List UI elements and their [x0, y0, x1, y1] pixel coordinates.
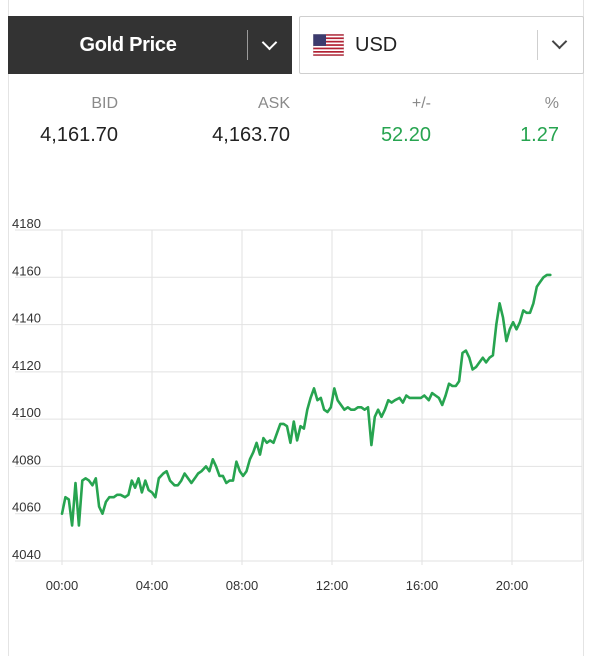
- y-tick-label: 4060: [12, 500, 41, 515]
- ask-value: 4,163.70: [212, 124, 290, 146]
- y-tick-label: 4100: [12, 405, 41, 420]
- percent-label: %: [544, 95, 559, 112]
- y-tick-label: 4140: [12, 311, 41, 326]
- y-tick-label: 4080: [12, 452, 41, 467]
- metal-select-label: Gold Price: [79, 34, 177, 56]
- x-tick-label: 12:00: [316, 578, 349, 593]
- x-tick-label: 16:00: [406, 578, 439, 593]
- bid-value: 4,161.70: [40, 124, 118, 146]
- y-tick-label: 4040: [12, 547, 41, 562]
- ask-label: ASK: [257, 95, 290, 112]
- metal-select[interactable]: Gold Price: [8, 16, 292, 74]
- x-tick-label: 08:00: [226, 578, 259, 593]
- x-tick-label: 04:00: [136, 578, 169, 593]
- y-tick-label: 4180: [12, 216, 41, 231]
- currency-select-label: USD: [355, 34, 398, 56]
- widget-frame: [8, 0, 584, 656]
- bid-label: BID: [91, 95, 118, 112]
- percent-value: 1.27: [520, 124, 559, 146]
- change-label: +/-: [411, 95, 431, 112]
- x-tick-label: 00:00: [46, 578, 79, 593]
- currency-select[interactable]: USD: [299, 16, 584, 74]
- change-value: 52.20: [380, 124, 431, 146]
- y-tick-label: 4160: [12, 263, 41, 278]
- price-line: [60, 273, 552, 527]
- currency-select-divider: [537, 30, 538, 60]
- metal-select-divider: [247, 30, 248, 60]
- x-tick-label: 20:00: [496, 578, 529, 593]
- y-tick-label: 4120: [12, 358, 41, 373]
- us-flag-icon: [313, 34, 344, 56]
